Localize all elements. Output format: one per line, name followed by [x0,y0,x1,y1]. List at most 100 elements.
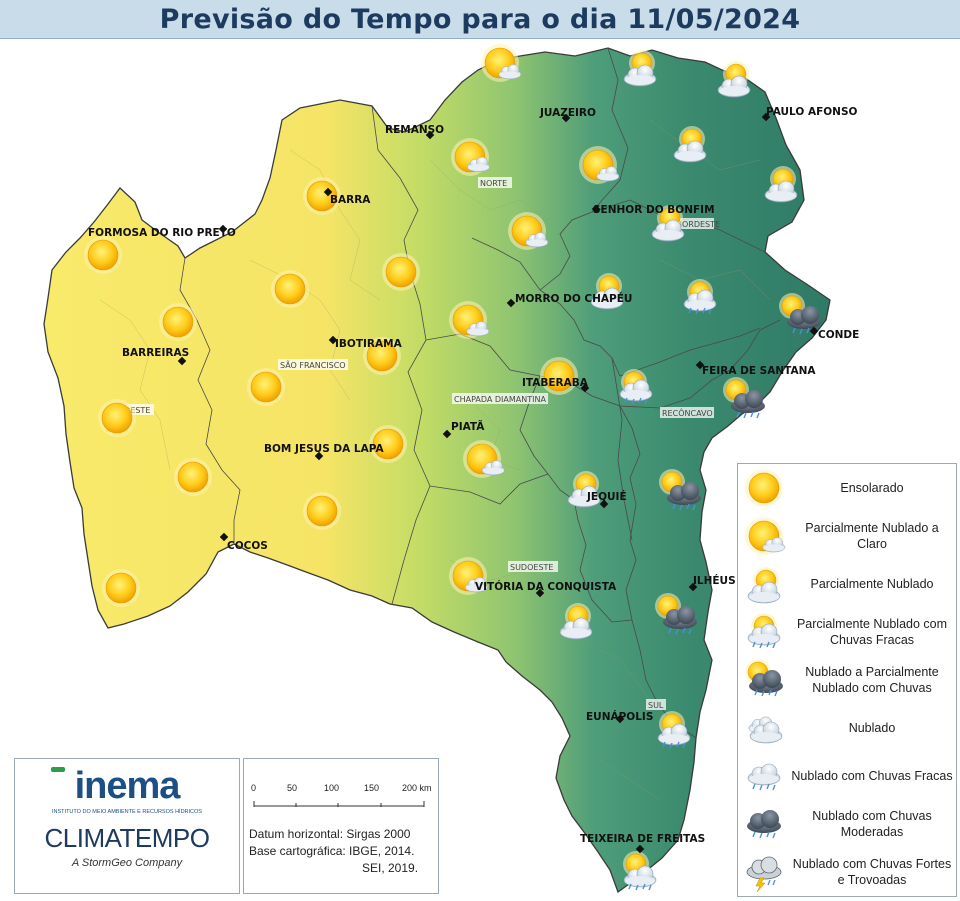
scale-tick-label: 100 [324,783,340,793]
city-itaberaba: ITABERABA [522,377,590,393]
svg-text:OESTE: OESTE [124,406,150,415]
inema-subtitle: INSTITUTO DO MEIO AMBIENTE E RECURSOS HÍ… [52,809,202,815]
legend-label: Ensolarado [840,481,904,495]
legend-label: Parcialmente Nublado a Claro [805,521,939,551]
state-outline [43,47,831,894]
svg-text:SÃO FRANCISCO: SÃO FRANCISCO [280,360,346,370]
partly-cloudy-light-rain-icon [747,612,781,649]
city-teixeira-de-freitas: TEIXEIRA DE FREITAS [580,833,705,854]
svg-text:NORDESTE: NORDESTE [676,220,720,229]
datum-line: Datum horizontal: Sirgas 2000 [249,827,411,841]
legend-item: Nublado com Chuvas Fortes e Trovoadas [738,848,956,896]
scale-tick-label: 0 [251,783,257,793]
region-labels: NORTE NORDESTE SÃO FRANCISCO OESTE CHAPA… [122,177,720,710]
city-jequie: JEQUIÉ [586,490,627,509]
svg-text:CHAPADA DIAMANTINA: CHAPADA DIAMANTINA [454,395,546,404]
svg-text:VITÓRIA DA CONQUISTA: VITÓRIA DA CONQUISTA [475,580,617,593]
sunny-icon [173,457,213,497]
sunny-icon [744,468,784,508]
svg-text:RECÔNCAVO: RECÔNCAVO [662,407,713,418]
region-label-norte: NORTE [478,177,512,188]
svg-text:BOM JESUS DA LAPA: BOM JESUS DA LAPA [264,443,384,455]
city-vitoria-da-conquista: VITÓRIA DA CONQUISTA [475,580,617,598]
datum-line: Base cartográfica: IBGE, 2014. [249,844,415,858]
legend-label: Parcialmente Nublado [810,577,934,591]
inema-logo: inema [74,765,181,807]
partly-cloudy-clear-icon [744,516,786,556]
sunny-icon [246,367,286,407]
city-remanso: REMANSO [385,124,444,140]
scale-box: 0 50 100 150 200 km Datum horizontal: Si… [243,758,439,894]
city-morro-do-chapeu: MORRO DO CHAPÉU [506,292,632,308]
legend-label: Nublado com Chuvas Fortes e Trovoadas [792,857,952,887]
legend: Ensolarado Parcialmente Nublado a Claro … [737,463,957,897]
climatempo-subtitle: A StormGeo Company [71,857,183,869]
region-label-sudoeste: SUDOESTE [508,561,558,572]
climatempo-logo: CLIMATEMPO [44,823,210,853]
city-formosa: FORMOSA DO RIO PRETO [88,224,236,239]
inema-accent [51,767,65,772]
svg-text:SUDOESTE: SUDOESTE [510,563,553,572]
legend-item: Nublado com Chuvas Moderadas [738,800,956,848]
legend-item: Ensolarado [738,464,956,512]
region-label-reconcavo: RECÔNCAVO [660,407,714,418]
city-barra: BARRA [323,187,371,206]
logo-box: inema INSTITUTO DO MEIO AMBIENTE E RECUR… [14,758,240,894]
title-bar: Previsão do Tempo para o dia 11/05/2024 [0,0,960,39]
partly-cloudy-icon [747,566,781,604]
partly-cloudy-clear-icon [480,43,522,83]
city-ilheus: ILHÉUS [688,574,736,592]
svg-text:FEIRA DE SANTANA: FEIRA DE SANTANA [702,365,816,377]
legend-item: Parcialmente Nublado [738,560,956,608]
svg-text:REMANSO: REMANSO [385,124,444,136]
svg-text:BARRA: BARRA [330,194,371,206]
svg-text:IBOTIRAMA: IBOTIRAMA [335,338,403,350]
legend-item: Parcialmente Nublado a Claro [738,512,956,560]
sunny-icon [539,356,579,396]
svg-text:SUL: SUL [648,701,664,710]
city-ibotirama: IBOTIRAMA [328,335,403,350]
region-label-sao-francisco: SÃO FRANCISCO [278,359,348,370]
thunderstorm-icon [746,856,782,892]
scale-tick-label: 150 [364,783,380,793]
city-barreiras: BARREIRAS [122,347,189,366]
region-boundaries [179,47,781,739]
sunny-icon [83,235,123,275]
legend-label: Parcialmente Nublado com Chuvas Fracas [796,617,948,647]
svg-text:ILHÉUS: ILHÉUS [693,574,736,587]
legend-label: Nublado com Chuvas Fracas [791,769,953,783]
svg-text:SENHOR DO BONFIM: SENHOR DO BONFIM [593,204,715,216]
svg-text:TEIXEIRA DE FREITAS: TEIXEIRA DE FREITAS [580,833,705,845]
city-paulo-afonso: PAULO AFONSO [761,106,858,122]
cloudy-icon [748,716,783,744]
city-feira-de-santana: FEIRA DE SANTANA [695,360,816,377]
sunny-icon [97,398,137,438]
svg-text:FORMOSA DO RIO PRETO: FORMOSA DO RIO PRETO [88,227,236,239]
svg-text:BARREIRAS: BARREIRAS [122,347,189,359]
sunny-icon [158,302,198,342]
cloudy-light-rain-icon [747,763,781,791]
city-markers: REMANSO JUAZEIRO PAULO AFONSO BARRA SENH… [88,106,859,854]
legend-label: Nublado [848,721,896,735]
svg-text:ITABERABA: ITABERABA [522,377,589,389]
legend-label: Nublado a Parcialmente Nublado com Chuva… [805,665,939,695]
city-conde: CONDE [809,326,859,341]
legend-item: Nublado a Parcialmente Nublado com Chuva… [738,656,956,704]
region-label-nordeste: NORDESTE [674,218,720,229]
svg-text:COCOS: COCOS [227,540,268,552]
svg-text:EUNÁPOLIS: EUNÁPOLIS [586,710,653,723]
datum-line: SEI, 2019. [362,861,419,875]
region-label-chapada: CHAPADA DIAMANTINA [452,393,548,404]
svg-text:NORTE: NORTE [480,179,507,188]
scale-tick-label: 200 km [402,783,432,793]
page-title: Previsão do Tempo para o dia 11/05/2024 [159,3,801,35]
sunny-icon [302,491,342,531]
city-bom-jesus-da-lapa: BOM JESUS DA LAPA [264,443,384,461]
scale-bar [253,801,425,807]
legend-item: Nublado com Chuvas Fracas [738,752,956,800]
svg-text:MORRO DO CHAPÉU: MORRO DO CHAPÉU [515,292,632,305]
legend-item: Nublado [738,704,956,752]
city-eunapolis: EUNÁPOLIS [586,710,653,724]
svg-text:PIATÃ: PIATÃ [451,420,485,433]
